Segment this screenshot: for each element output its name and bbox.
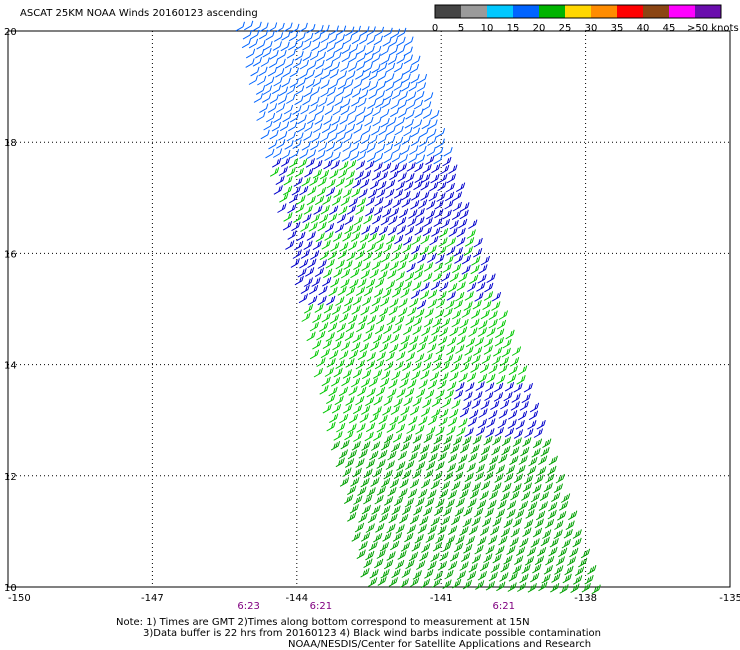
longitude-label: -144 <box>285 593 308 604</box>
wind-barb-group <box>271 155 546 439</box>
latitude-label: 20 <box>4 27 17 38</box>
legend-swatch <box>695 5 721 18</box>
legend-label: 0 <box>432 23 438 34</box>
legend-swatch <box>513 5 539 18</box>
note-line-2: 3)Data buffer is 22 hrs from 20160123 4)… <box>143 628 601 639</box>
longitude-label: -138 <box>574 593 597 604</box>
legend-label: 30 <box>585 23 598 34</box>
speed-legend: 0 5 10 15 20 25 30 35 40 45 >50 knots <box>432 4 739 34</box>
time-label: 6:23 <box>237 601 259 612</box>
wind-barb-group <box>235 20 453 165</box>
note-line-3: NOAA/NESDIS/Center for Satellite Applica… <box>288 639 591 650</box>
time-label: 6:21 <box>310 601 332 612</box>
map-frame <box>7 30 731 588</box>
legend-label: 25 <box>559 23 572 34</box>
legend-swatch <box>591 5 617 18</box>
latitude-label: 14 <box>4 361 17 372</box>
longitude-label: -135 <box>719 593 740 604</box>
time-labels: 6:23 6:21 6:21 <box>237 601 515 612</box>
wind-barb-group <box>330 433 601 595</box>
legend-label: 20 <box>533 23 546 34</box>
legend-swatch <box>669 5 695 18</box>
latitude-label: 10 <box>4 583 17 594</box>
legend-label: 15 <box>507 23 520 34</box>
legend-swatch <box>565 5 591 18</box>
longitude-label: -147 <box>141 593 164 604</box>
latitude-label: 16 <box>4 249 17 260</box>
time-label: 6:21 <box>493 601 515 612</box>
legend-label: 5 <box>458 23 464 34</box>
longitude-labels: -150 -147 -144 -141 -138 -135 <box>8 593 740 604</box>
legend-swatch <box>539 5 565 18</box>
legend-label: 40 <box>637 23 650 34</box>
note-line-1: Note: 1) Times are GMT 2)Times along bot… <box>116 617 530 628</box>
map-title: ASCAT 25KM NOAA Winds 20160123 ascending <box>20 8 258 19</box>
legend-border <box>434 4 722 19</box>
latitude-label: 12 <box>4 472 17 483</box>
latitude-label: 18 <box>4 138 17 149</box>
legend-label: >50 knots <box>687 23 739 34</box>
longitude-label: -150 <box>8 593 31 604</box>
latitude-labels: 20 18 16 14 12 10 <box>4 27 17 594</box>
legend-swatch <box>461 5 487 18</box>
legend-label: 35 <box>611 23 624 34</box>
wind-barb-group <box>269 158 528 443</box>
wind-barbs <box>235 20 601 595</box>
legend-label: 45 <box>663 23 676 34</box>
legend-swatch <box>617 5 643 18</box>
legend-swatch <box>487 5 513 18</box>
legend-swatch <box>435 5 461 18</box>
legend-label: 10 <box>481 23 494 34</box>
legend-swatch <box>643 5 669 18</box>
longitude-label: -141 <box>430 593 453 604</box>
lat-lon-grid <box>8 31 730 587</box>
